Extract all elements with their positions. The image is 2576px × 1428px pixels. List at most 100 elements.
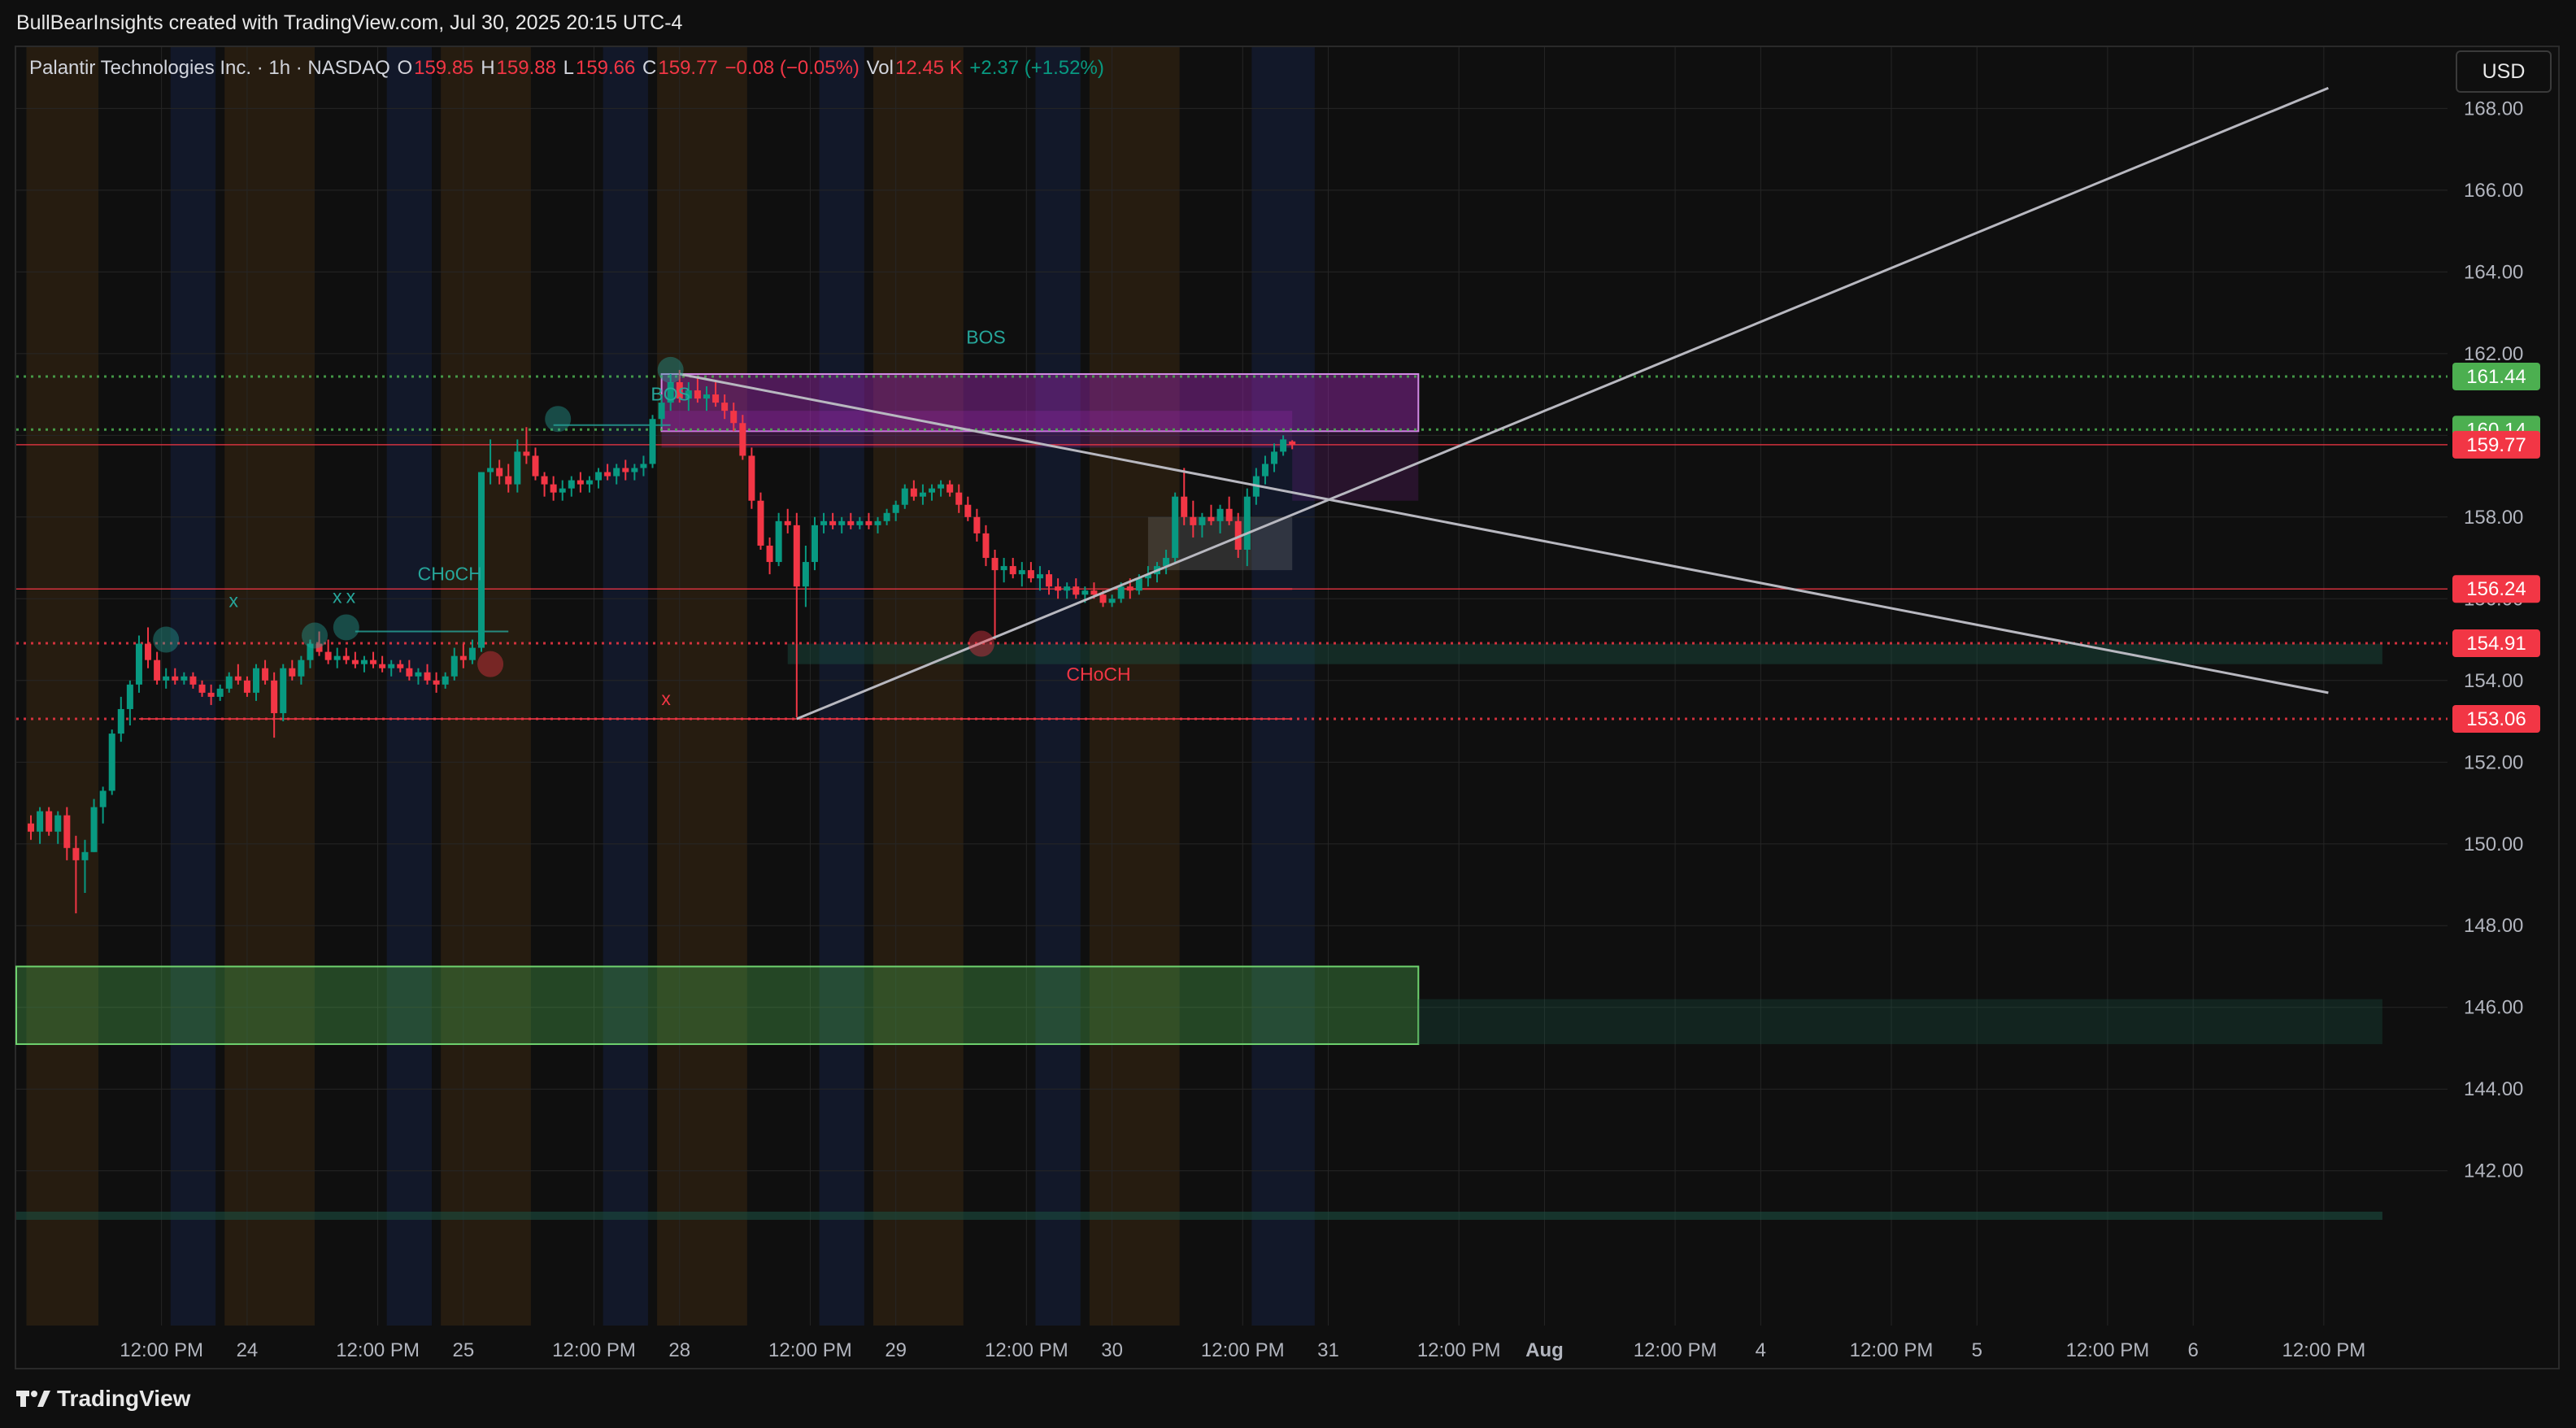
candle-16	[172, 668, 179, 685]
candle-body-60	[568, 480, 575, 489]
candle-105	[973, 508, 981, 542]
candle-body-49	[468, 647, 476, 660]
candle-101	[938, 480, 945, 497]
footer-brand[interactable]: TradingView	[16, 1382, 190, 1415]
session-band-6	[657, 47, 747, 1326]
session-band-7	[819, 47, 864, 1326]
price-tag-bg-4	[2452, 629, 2540, 658]
high-label: H	[481, 57, 495, 79]
candle-89	[829, 512, 837, 529]
candle-body-1	[37, 811, 44, 832]
candle-111	[1027, 562, 1034, 583]
y-tick-label-12: 166.00	[2464, 180, 2523, 202]
candle-29	[289, 660, 296, 681]
candle-body-67	[631, 468, 638, 472]
candle-114	[1055, 578, 1062, 599]
candle-26	[262, 660, 269, 685]
annotation-1: BOS	[651, 384, 690, 405]
tradingview-logo-icon	[16, 1391, 50, 1407]
candle-98	[910, 480, 917, 501]
candle-15	[163, 668, 170, 689]
price-tag-text-0: 161.44	[2466, 366, 2526, 388]
candle-112	[1036, 566, 1043, 591]
price-tag-3: 156.24	[2452, 575, 2540, 603]
annotation-7: x	[661, 688, 671, 709]
candle-116	[1073, 578, 1080, 599]
candle-body-82	[766, 545, 773, 563]
candle-body-5	[72, 847, 80, 860]
candle-body-122	[1126, 586, 1134, 591]
candle-body-135	[1243, 496, 1251, 550]
candle-body-21	[216, 688, 224, 697]
candle-28	[280, 664, 287, 722]
candle-body-115	[1064, 586, 1071, 591]
candle-12	[135, 635, 142, 693]
chart-frame	[15, 46, 2560, 1369]
candle-body-61	[577, 480, 584, 485]
candle-body-120	[1108, 599, 1116, 603]
candle-body-128	[1181, 496, 1188, 517]
candle-body-137	[1261, 464, 1268, 477]
x-tick-label-1: 24	[237, 1339, 259, 1361]
x-tick-label-5: 28	[668, 1339, 690, 1361]
price-tag-bg-2	[2452, 430, 2540, 459]
candle-body-13	[145, 643, 152, 660]
candle-20	[207, 684, 215, 705]
candle-43	[415, 668, 422, 685]
candle-body-33	[324, 651, 332, 660]
candle-39	[379, 655, 386, 673]
candle-128	[1181, 468, 1188, 525]
x-tick-label-18: 12:00 PM	[2066, 1339, 2150, 1361]
annotation-6: x	[346, 586, 356, 607]
candle-67	[631, 464, 638, 481]
candle-66	[622, 459, 629, 481]
candle-93	[865, 512, 872, 529]
candle-body-117	[1081, 590, 1089, 595]
annotation-2: CHoCH	[418, 564, 482, 585]
candle-46	[442, 672, 449, 689]
chart-attribution: BullBearInsights created with TradingVie…	[16, 11, 683, 34]
candle-body-36	[351, 660, 359, 664]
candle-body-130	[1199, 516, 1206, 525]
candle-body-40	[388, 664, 395, 668]
candle-body-63	[595, 472, 603, 481]
candle-76	[712, 382, 720, 407]
candle-body-96	[892, 504, 899, 513]
candle-90	[838, 516, 846, 533]
candle-40	[388, 660, 395, 677]
candle-body-62	[585, 480, 593, 485]
candle-129	[1190, 500, 1197, 538]
candle-body-46	[442, 676, 449, 685]
candle-96	[892, 500, 899, 521]
candle-3	[54, 811, 62, 844]
candle-body-43	[415, 672, 422, 677]
candle-32	[315, 631, 323, 656]
candle-57	[541, 472, 548, 497]
y-tick-label-4: 150.00	[2464, 834, 2523, 855]
candle-body-131	[1208, 516, 1215, 521]
price-tag-bg-0	[2452, 362, 2540, 390]
candle-body-107	[991, 558, 999, 571]
candle-body-109	[1009, 566, 1016, 575]
candle-body-94	[874, 520, 881, 525]
candle-130	[1199, 512, 1206, 538]
candle-body-138	[1271, 451, 1278, 464]
candle-13	[145, 627, 152, 668]
candle-14	[154, 651, 161, 685]
symbol-legend[interactable]: Palantir Technologies Inc. · 1h · NASDAQ…	[29, 57, 1106, 80]
candle-body-89	[829, 520, 837, 525]
candle-body-127	[1172, 496, 1179, 559]
candle-body-71	[667, 382, 674, 403]
session-band-2	[224, 47, 315, 1326]
candle-27	[271, 672, 278, 738]
swing-marker-3	[545, 406, 572, 433]
session-highlights	[26, 47, 1315, 1326]
candle-86	[802, 545, 809, 607]
currency-button[interactable]: USD	[2456, 50, 2552, 93]
x-tick-label-16: 12:00 PM	[1850, 1339, 1934, 1361]
candle-124	[1144, 566, 1151, 587]
close-value: 159.77	[658, 57, 718, 79]
candle-91	[847, 512, 855, 529]
